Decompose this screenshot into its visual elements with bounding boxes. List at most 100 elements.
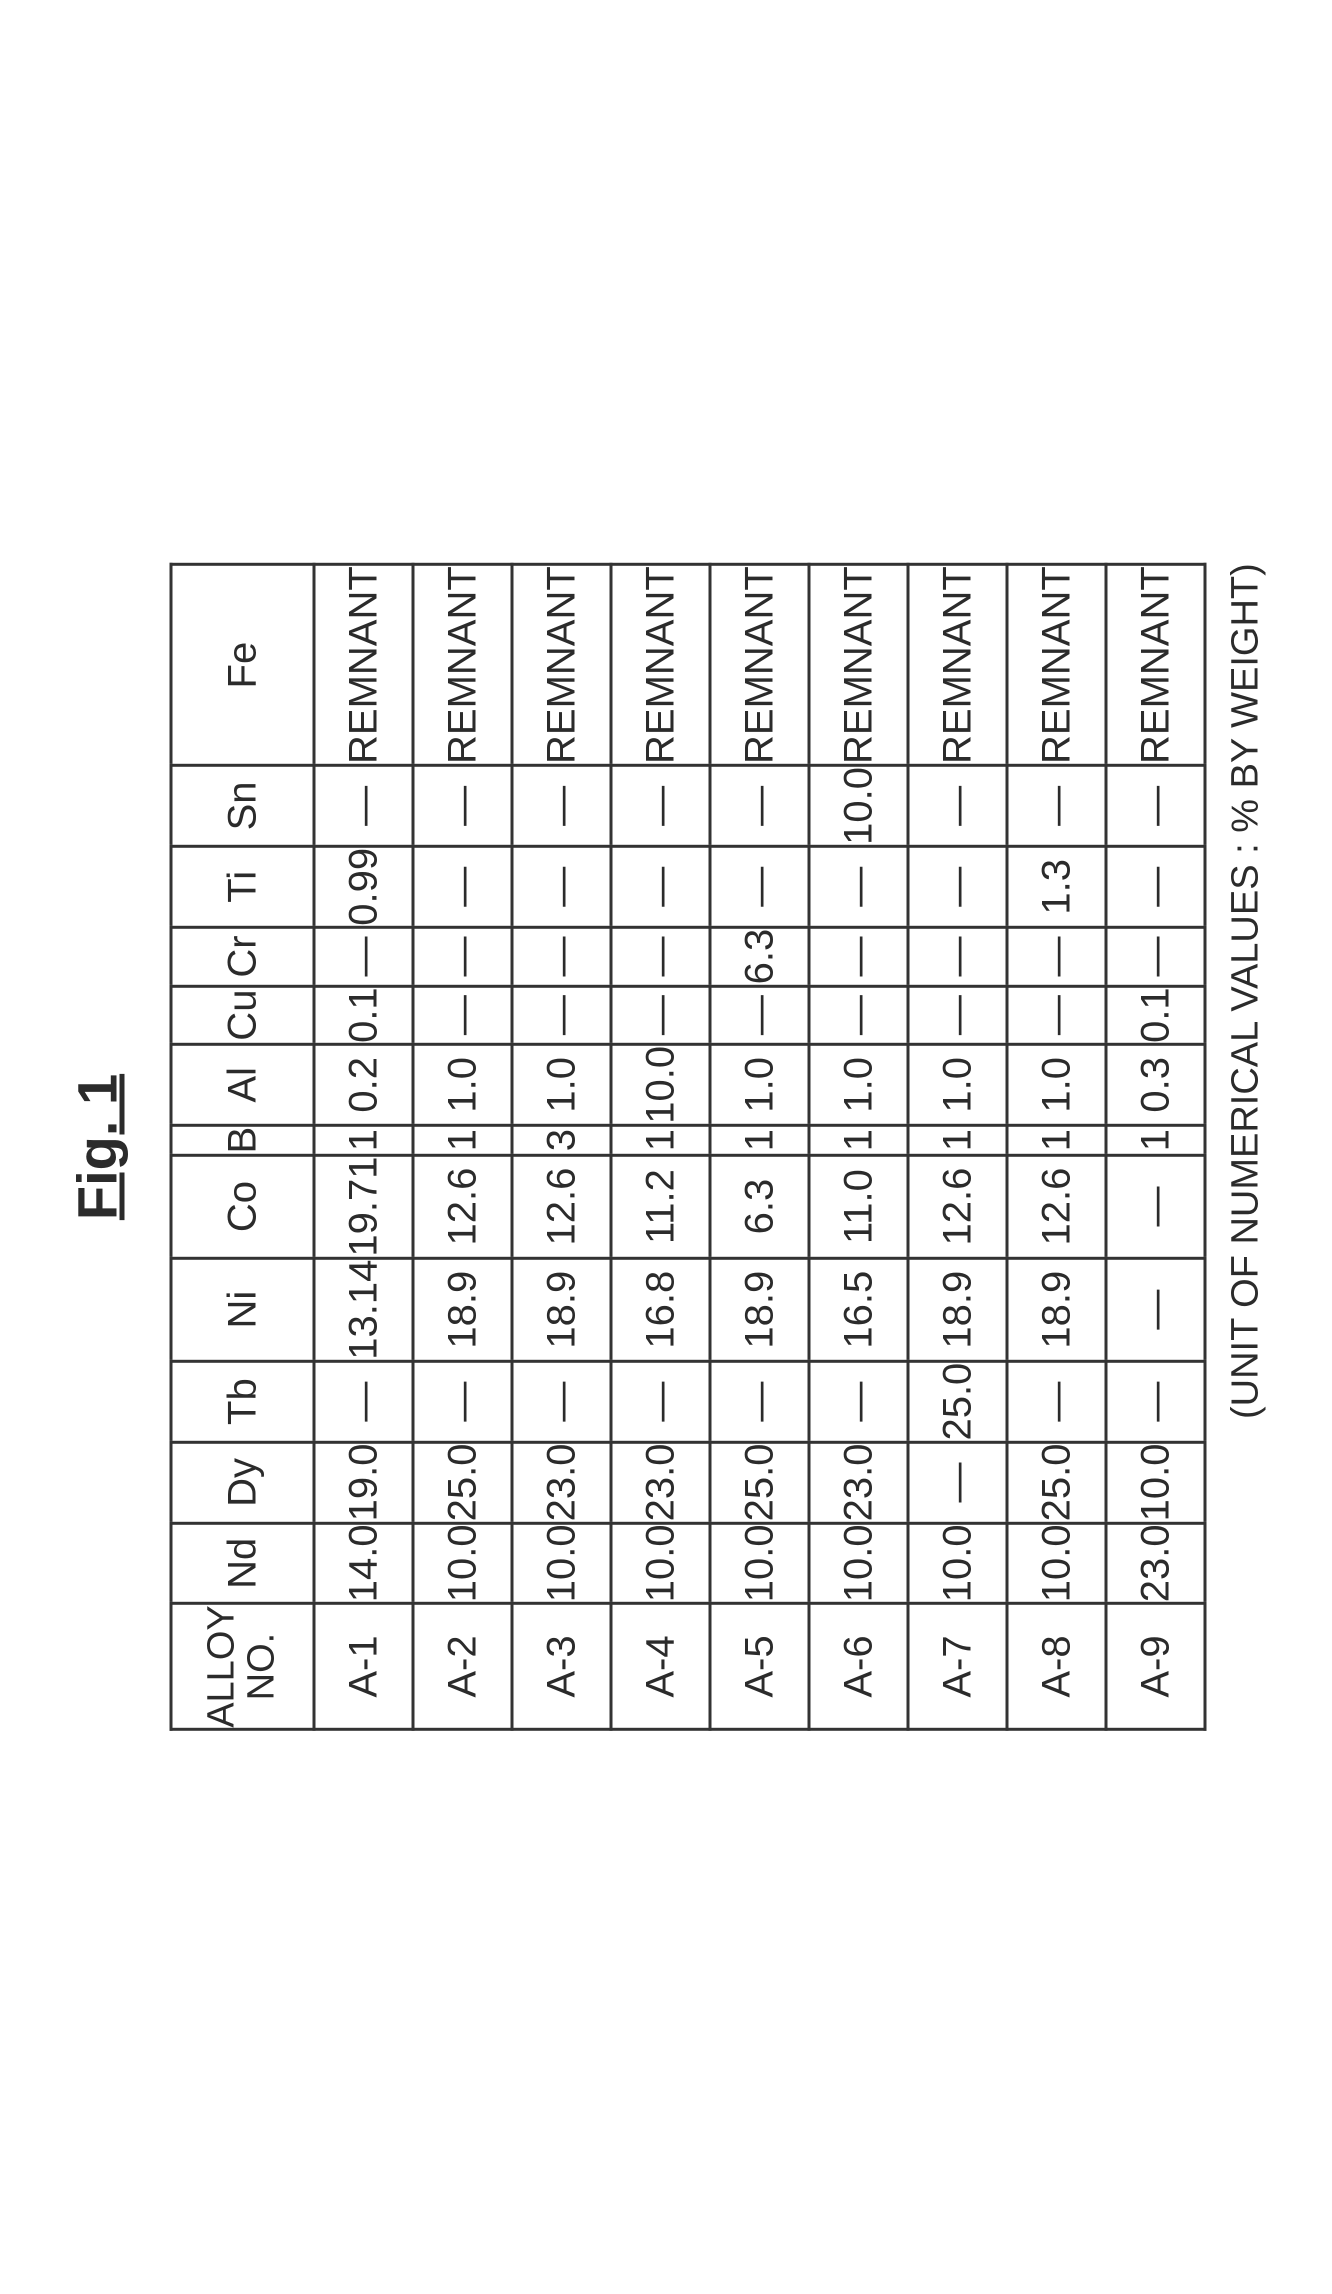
cell-alloy: A-2	[413, 1604, 512, 1730]
col-header-tb: Tb	[171, 1361, 314, 1442]
col-header-cu: Cu	[171, 986, 314, 1045]
cell-cu: 0.1	[314, 986, 413, 1045]
col-header-ni: Ni	[171, 1258, 314, 1361]
cell-ni: —	[1106, 1258, 1205, 1361]
cell-alloy: A-1	[314, 1604, 413, 1730]
cell-co: 11.2	[611, 1155, 710, 1258]
cell-tb: —	[413, 1361, 512, 1442]
cell-co: 12.6	[1007, 1155, 1106, 1258]
cell-al: 1.0	[512, 1044, 611, 1125]
cell-ti: 0.99	[314, 846, 413, 927]
cell-nd: 10.0	[413, 1523, 512, 1604]
col-header-alloy-no-stack: ALLOY NO.	[203, 1605, 283, 1728]
table-row: A-5 10.0 25.0 — 18.9 6.3 1 1.0 — 6.3 — —…	[710, 565, 809, 1730]
cell-al: 1.0	[809, 1044, 908, 1125]
cell-cr: —	[314, 927, 413, 986]
cell-cr: 6.3	[710, 927, 809, 986]
cell-co: 12.6	[413, 1155, 512, 1258]
table-header: ALLOY NO. Nd Dy Tb Ni Co B Al Cu Cr Ti S…	[171, 565, 314, 1730]
cell-cu: —	[512, 986, 611, 1045]
cell-cr: —	[908, 927, 1007, 986]
cell-fe: REMNANT	[809, 565, 908, 766]
cell-sn: —	[314, 765, 413, 846]
cell-cr: —	[1106, 927, 1205, 986]
cell-ni: 18.9	[908, 1258, 1007, 1361]
col-header-alloy-line2: NO.	[243, 1605, 283, 1728]
cell-alloy: A-9	[1106, 1604, 1205, 1730]
cell-ti: —	[710, 846, 809, 927]
cell-b: 1	[908, 1125, 1007, 1155]
col-header-al: Al	[171, 1044, 314, 1125]
table-header-row: ALLOY NO. Nd Dy Tb Ni Co B Al Cu Cr Ti S…	[171, 565, 314, 1730]
cell-sn: —	[512, 765, 611, 846]
cell-fe: REMNANT	[611, 565, 710, 766]
cell-nd: 14.0	[314, 1523, 413, 1604]
table-row: A-6 10.0 23.0 — 16.5 11.0 1 1.0 — — — 10…	[809, 565, 908, 1730]
cell-cu: —	[809, 986, 908, 1045]
cell-cu: —	[611, 986, 710, 1045]
cell-fe: REMNANT	[413, 565, 512, 766]
cell-alloy: A-7	[908, 1604, 1007, 1730]
cell-tb: 25.0	[908, 1361, 1007, 1442]
cell-tb: —	[611, 1361, 710, 1442]
rotated-container: Fig. 1 ALLOY NO. Nd Dy Tb Ni Co B	[65, 563, 1268, 1731]
table-row: A-8 10.0 25.0 — 18.9 12.6 1 1.0 — — 1.3 …	[1007, 565, 1106, 1730]
table-row: A-2 10.0 25.0 — 18.9 12.6 1 1.0 — — — — …	[413, 565, 512, 1730]
cell-b: 1	[1106, 1125, 1205, 1155]
cell-tb: —	[710, 1361, 809, 1442]
cell-co: 19.71	[314, 1155, 413, 1258]
table-row: A-1 14.0 19.0 — 13.14 19.71 1 0.2 0.1 — …	[314, 565, 413, 1730]
cell-nd: 10.0	[809, 1523, 908, 1604]
cell-nd: 23.0	[1106, 1523, 1205, 1604]
cell-alloy: A-4	[611, 1604, 710, 1730]
cell-dy: 23.0	[512, 1442, 611, 1523]
cell-sn: —	[710, 765, 809, 846]
cell-co: 6.3	[710, 1155, 809, 1258]
cell-fe: REMNANT	[1007, 565, 1106, 766]
cell-fe: REMNANT	[314, 565, 413, 766]
cell-b: 1	[710, 1125, 809, 1155]
cell-cu: —	[1007, 986, 1106, 1045]
page: Fig. 1 ALLOY NO. Nd Dy Tb Ni Co B	[0, 0, 1332, 2294]
cell-cr: —	[809, 927, 908, 986]
cell-dy: 23.0	[611, 1442, 710, 1523]
cell-tb: —	[512, 1361, 611, 1442]
cell-tb: —	[1106, 1361, 1205, 1442]
cell-co: 12.6	[512, 1155, 611, 1258]
cell-sn: 10.0	[809, 765, 908, 846]
figure-title: Fig. 1	[65, 563, 130, 1731]
cell-ti: —	[413, 846, 512, 927]
cell-cu: —	[413, 986, 512, 1045]
col-header-cr: Cr	[171, 927, 314, 986]
cell-tb: —	[809, 1361, 908, 1442]
cell-b: 1	[413, 1125, 512, 1155]
table-body: A-1 14.0 19.0 — 13.14 19.71 1 0.2 0.1 — …	[314, 565, 1205, 1730]
cell-al: 1.0	[908, 1044, 1007, 1125]
cell-co: —	[1106, 1155, 1205, 1258]
cell-dy: 23.0	[809, 1442, 908, 1523]
cell-nd: 10.0	[710, 1523, 809, 1604]
col-header-alloy-no: ALLOY NO.	[171, 1604, 314, 1730]
cell-al: 0.3	[1106, 1044, 1205, 1125]
cell-dy: 19.0	[314, 1442, 413, 1523]
cell-ti: —	[611, 846, 710, 927]
col-header-nd: Nd	[171, 1523, 314, 1604]
cell-al: 1.0	[1007, 1044, 1106, 1125]
cell-al: 1.0	[413, 1044, 512, 1125]
cell-ni: 18.9	[710, 1258, 809, 1361]
cell-alloy: A-3	[512, 1604, 611, 1730]
cell-dy: —	[908, 1442, 1007, 1523]
cell-cu: —	[710, 986, 809, 1045]
cell-ti: —	[512, 846, 611, 927]
cell-cr: —	[1007, 927, 1106, 986]
cell-ti: 1.3	[1007, 846, 1106, 927]
cell-cr: —	[413, 927, 512, 986]
cell-ni: 16.5	[809, 1258, 908, 1361]
cell-ti: —	[1106, 846, 1205, 927]
cell-fe: REMNANT	[1106, 565, 1205, 766]
cell-ni: 16.8	[611, 1258, 710, 1361]
cell-sn: —	[413, 765, 512, 846]
cell-co: 11.0	[809, 1155, 908, 1258]
cell-cr: —	[512, 927, 611, 986]
cell-dy: 25.0	[710, 1442, 809, 1523]
